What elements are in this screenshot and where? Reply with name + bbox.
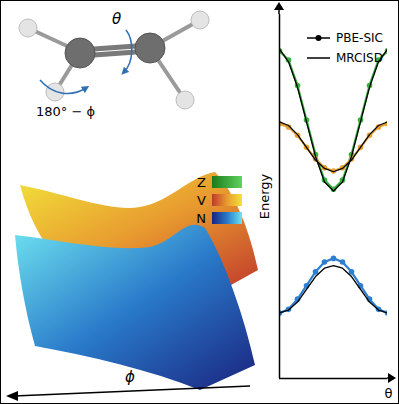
- html-text:PBE-SIC: PBE-SIC: [336, 31, 383, 45]
- svg-text:θ: θ: [385, 386, 393, 401]
- svg-text:V: V: [197, 193, 206, 208]
- svg-text:N: N: [196, 211, 206, 226]
- svg-text:Energy: Energy: [257, 173, 272, 219]
- svg-text:θ: θ: [112, 10, 121, 28]
- html-text:MRCISD: MRCISD: [336, 51, 383, 65]
- svg-text:Z: Z: [197, 175, 206, 190]
- svg-text:ϕ: ϕ: [125, 368, 135, 386]
- svg-text:180° − ϕ: 180° − ϕ: [36, 104, 95, 119]
